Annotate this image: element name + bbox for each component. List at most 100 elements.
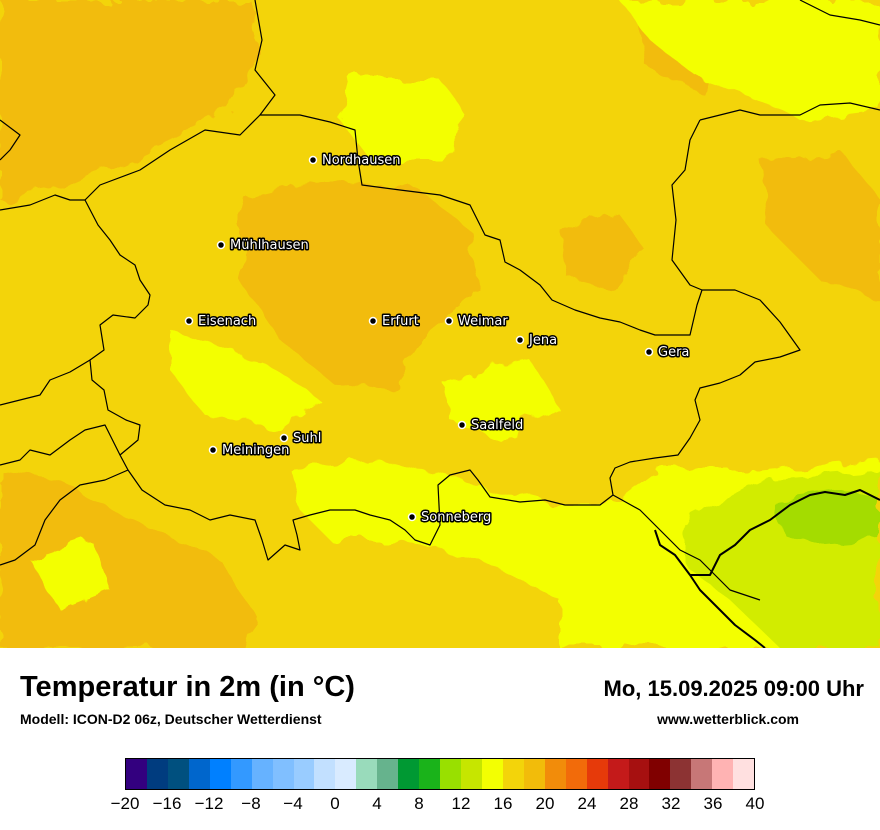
city-dot <box>457 420 467 430</box>
temperature-map: Nordhausen Mühlhausen Eisenach Erfurt Weimar… <box>0 0 880 648</box>
city-label: Erfurt <box>382 314 419 329</box>
city-markers: Nordhausen Mühlhausen Eisenach Erfurt Weimar… <box>184 152 691 527</box>
legend-tick-label: 32 <box>661 794 681 813</box>
city-label: Sonneberg <box>421 510 491 525</box>
legend-tick-label: 0 <box>330 794 340 813</box>
legend-tick-label: 12 <box>451 794 471 813</box>
city-dot <box>644 347 654 357</box>
border-lines <box>0 0 880 648</box>
legend-swatch <box>628 759 650 789</box>
legend-swatch <box>523 759 545 789</box>
city-marker: Weimar <box>444 313 510 331</box>
legend-swatch <box>691 759 713 789</box>
cool-zone <box>620 0 880 120</box>
city-dot <box>368 316 378 326</box>
legend-swatch <box>377 759 399 789</box>
legend-swatch <box>712 759 734 789</box>
legend-tick-label: 20 <box>535 794 555 813</box>
city-dot <box>515 335 525 345</box>
city-marker: Eisenach <box>184 313 258 331</box>
region-border <box>254 0 276 116</box>
legend-swatch <box>502 759 524 789</box>
warm-zone <box>760 150 880 300</box>
legend-tick-label: 4 <box>372 794 382 813</box>
city-marker: Mühlhausen <box>216 237 310 255</box>
legend-swatch <box>146 759 168 789</box>
region-border <box>0 424 121 466</box>
city-marker: Jena <box>515 332 559 350</box>
city-label: Jena <box>528 333 557 348</box>
legend-swatch <box>607 759 629 789</box>
legend-tick-label: 40 <box>745 794 765 813</box>
city-dot <box>308 155 318 165</box>
legend-swatch <box>251 759 273 789</box>
city-label: Nordhausen <box>322 153 401 168</box>
legend-swatch <box>209 759 231 789</box>
city-label: Gera <box>658 345 689 360</box>
legend-swatch <box>649 759 671 789</box>
legend-tick-label: −20 <box>110 794 140 813</box>
country-border <box>690 489 880 576</box>
legend-swatch <box>188 759 210 789</box>
legend-swatch <box>461 759 482 789</box>
legend-swatch <box>733 759 755 789</box>
legend-swatch <box>440 759 461 789</box>
warm-zone <box>240 180 480 390</box>
city-label: Weimar <box>458 314 508 329</box>
temperature-field <box>0 0 880 648</box>
cool-zone <box>340 80 470 160</box>
coolest-zone <box>770 490 880 545</box>
region-border <box>671 119 703 291</box>
legend-swatch <box>167 759 189 789</box>
region-border <box>612 494 761 601</box>
legend-swatch <box>398 759 420 789</box>
city-dot <box>279 433 289 443</box>
map-title: Temperatur in 2m (in °C) <box>20 671 355 703</box>
city-dot <box>216 240 226 250</box>
city-label: Meiningen <box>222 443 289 458</box>
website-link[interactable]: www.wetterblick.com <box>657 711 799 727</box>
city-dot <box>407 512 417 522</box>
legend-swatch <box>126 759 147 789</box>
city-marker: Meiningen <box>208 442 291 460</box>
region-border <box>0 194 85 211</box>
legend-tick-label: 36 <box>703 794 723 813</box>
legend-swatch <box>293 759 315 789</box>
cool-zone <box>170 330 320 430</box>
city-marker: Suhl <box>279 430 323 448</box>
state-border <box>84 114 801 561</box>
warm-zone <box>560 215 645 290</box>
city-marker: Sonneberg <box>407 509 493 527</box>
legend-swatch <box>272 759 294 789</box>
legend-swatch <box>670 759 692 789</box>
legend-swatch <box>481 759 503 789</box>
warm-zone <box>0 0 260 200</box>
legend-tick-label: 24 <box>577 794 597 813</box>
city-dot <box>184 316 194 326</box>
region-border <box>0 119 21 161</box>
city-marker: Saalfeld <box>457 417 525 435</box>
legend-tick-label: −12 <box>194 794 224 813</box>
legend-ticks: −20 −16 −12 −8 −4 0 4 8 12 16 20 24 28 32 36 40 <box>111 794 765 818</box>
city-label: Saalfeld <box>471 418 523 433</box>
city-marker: Gera <box>644 344 691 362</box>
city-marker: Nordhausen <box>308 152 402 170</box>
city-label: Suhl <box>293 431 321 446</box>
legend-swatch <box>230 759 252 789</box>
region-border <box>699 102 880 121</box>
legend-swatch <box>586 759 608 789</box>
legend-tick-label: −8 <box>241 794 261 813</box>
legend-tick-label: −4 <box>283 794 303 813</box>
city-marker: Erfurt <box>368 313 420 331</box>
country-border <box>654 529 766 648</box>
region-border <box>799 0 880 26</box>
color-legend <box>125 758 755 790</box>
region-border <box>0 359 91 406</box>
legend-tick-label: 16 <box>493 794 513 813</box>
legend-swatch <box>565 759 587 789</box>
region-border <box>0 469 129 566</box>
legend-swatch <box>335 759 357 789</box>
legend-tick-label: 8 <box>414 794 424 813</box>
cool-zone <box>30 540 110 610</box>
legend-swatch <box>419 759 441 789</box>
